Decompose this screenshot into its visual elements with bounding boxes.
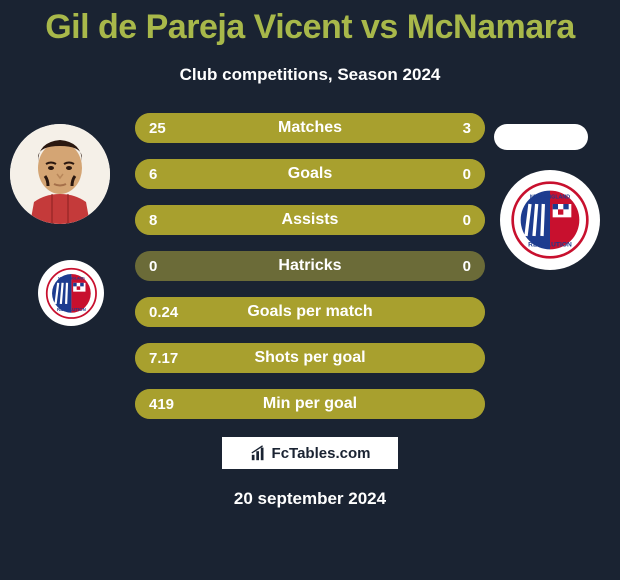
watermark: FcTables.com (220, 435, 400, 471)
stat-row: 0.24Goals per match (135, 297, 485, 327)
player-right-avatar (494, 124, 588, 150)
stat-label: Shots per goal (135, 349, 485, 367)
stat-label: Assists (135, 211, 485, 229)
player-headshot-icon (10, 124, 110, 224)
stats-table: 253Matches 60Goals 80Assists 00Hatricks 0.24… (135, 113, 485, 419)
stat-row: 253Matches (135, 113, 485, 143)
player-left-avatar (10, 124, 110, 224)
stat-label: Hatricks (135, 257, 485, 275)
stat-label: Matches (135, 119, 485, 137)
player-left-club-badge: REVOLUTION NEW ENGLAND (38, 260, 104, 326)
revolution-badge-icon: REVOLUTION NEW ENGLAND (510, 180, 590, 260)
watermark-text: FcTables.com (272, 445, 371, 462)
stat-row: 00Hatricks (135, 251, 485, 281)
svg-text:REVOLUTION: REVOLUTION (528, 242, 572, 249)
stat-label: Goals per match (135, 303, 485, 321)
subtitle: Club competitions, Season 2024 (0, 65, 620, 85)
stat-row: 419Min per goal (135, 389, 485, 419)
svg-text:NEW ENGLAND: NEW ENGLAND (58, 276, 85, 280)
svg-text:REVOLUTION: REVOLUTION (57, 307, 86, 312)
stat-label: Goals (135, 165, 485, 183)
player-right-club-badge: REVOLUTION NEW ENGLAND (500, 170, 600, 270)
svg-text:NEW ENGLAND: NEW ENGLAND (530, 195, 570, 201)
page-title: Gil de Pareja Vicent vs McNamara (0, 0, 620, 47)
revolution-badge-icon: REVOLUTION NEW ENGLAND (45, 267, 98, 320)
stat-row: 7.17Shots per goal (135, 343, 485, 373)
stat-row: 60Goals (135, 159, 485, 189)
stat-row: 80Assists (135, 205, 485, 235)
stat-label: Min per goal (135, 395, 485, 413)
chart-icon (250, 444, 268, 462)
date: 20 september 2024 (0, 489, 620, 509)
